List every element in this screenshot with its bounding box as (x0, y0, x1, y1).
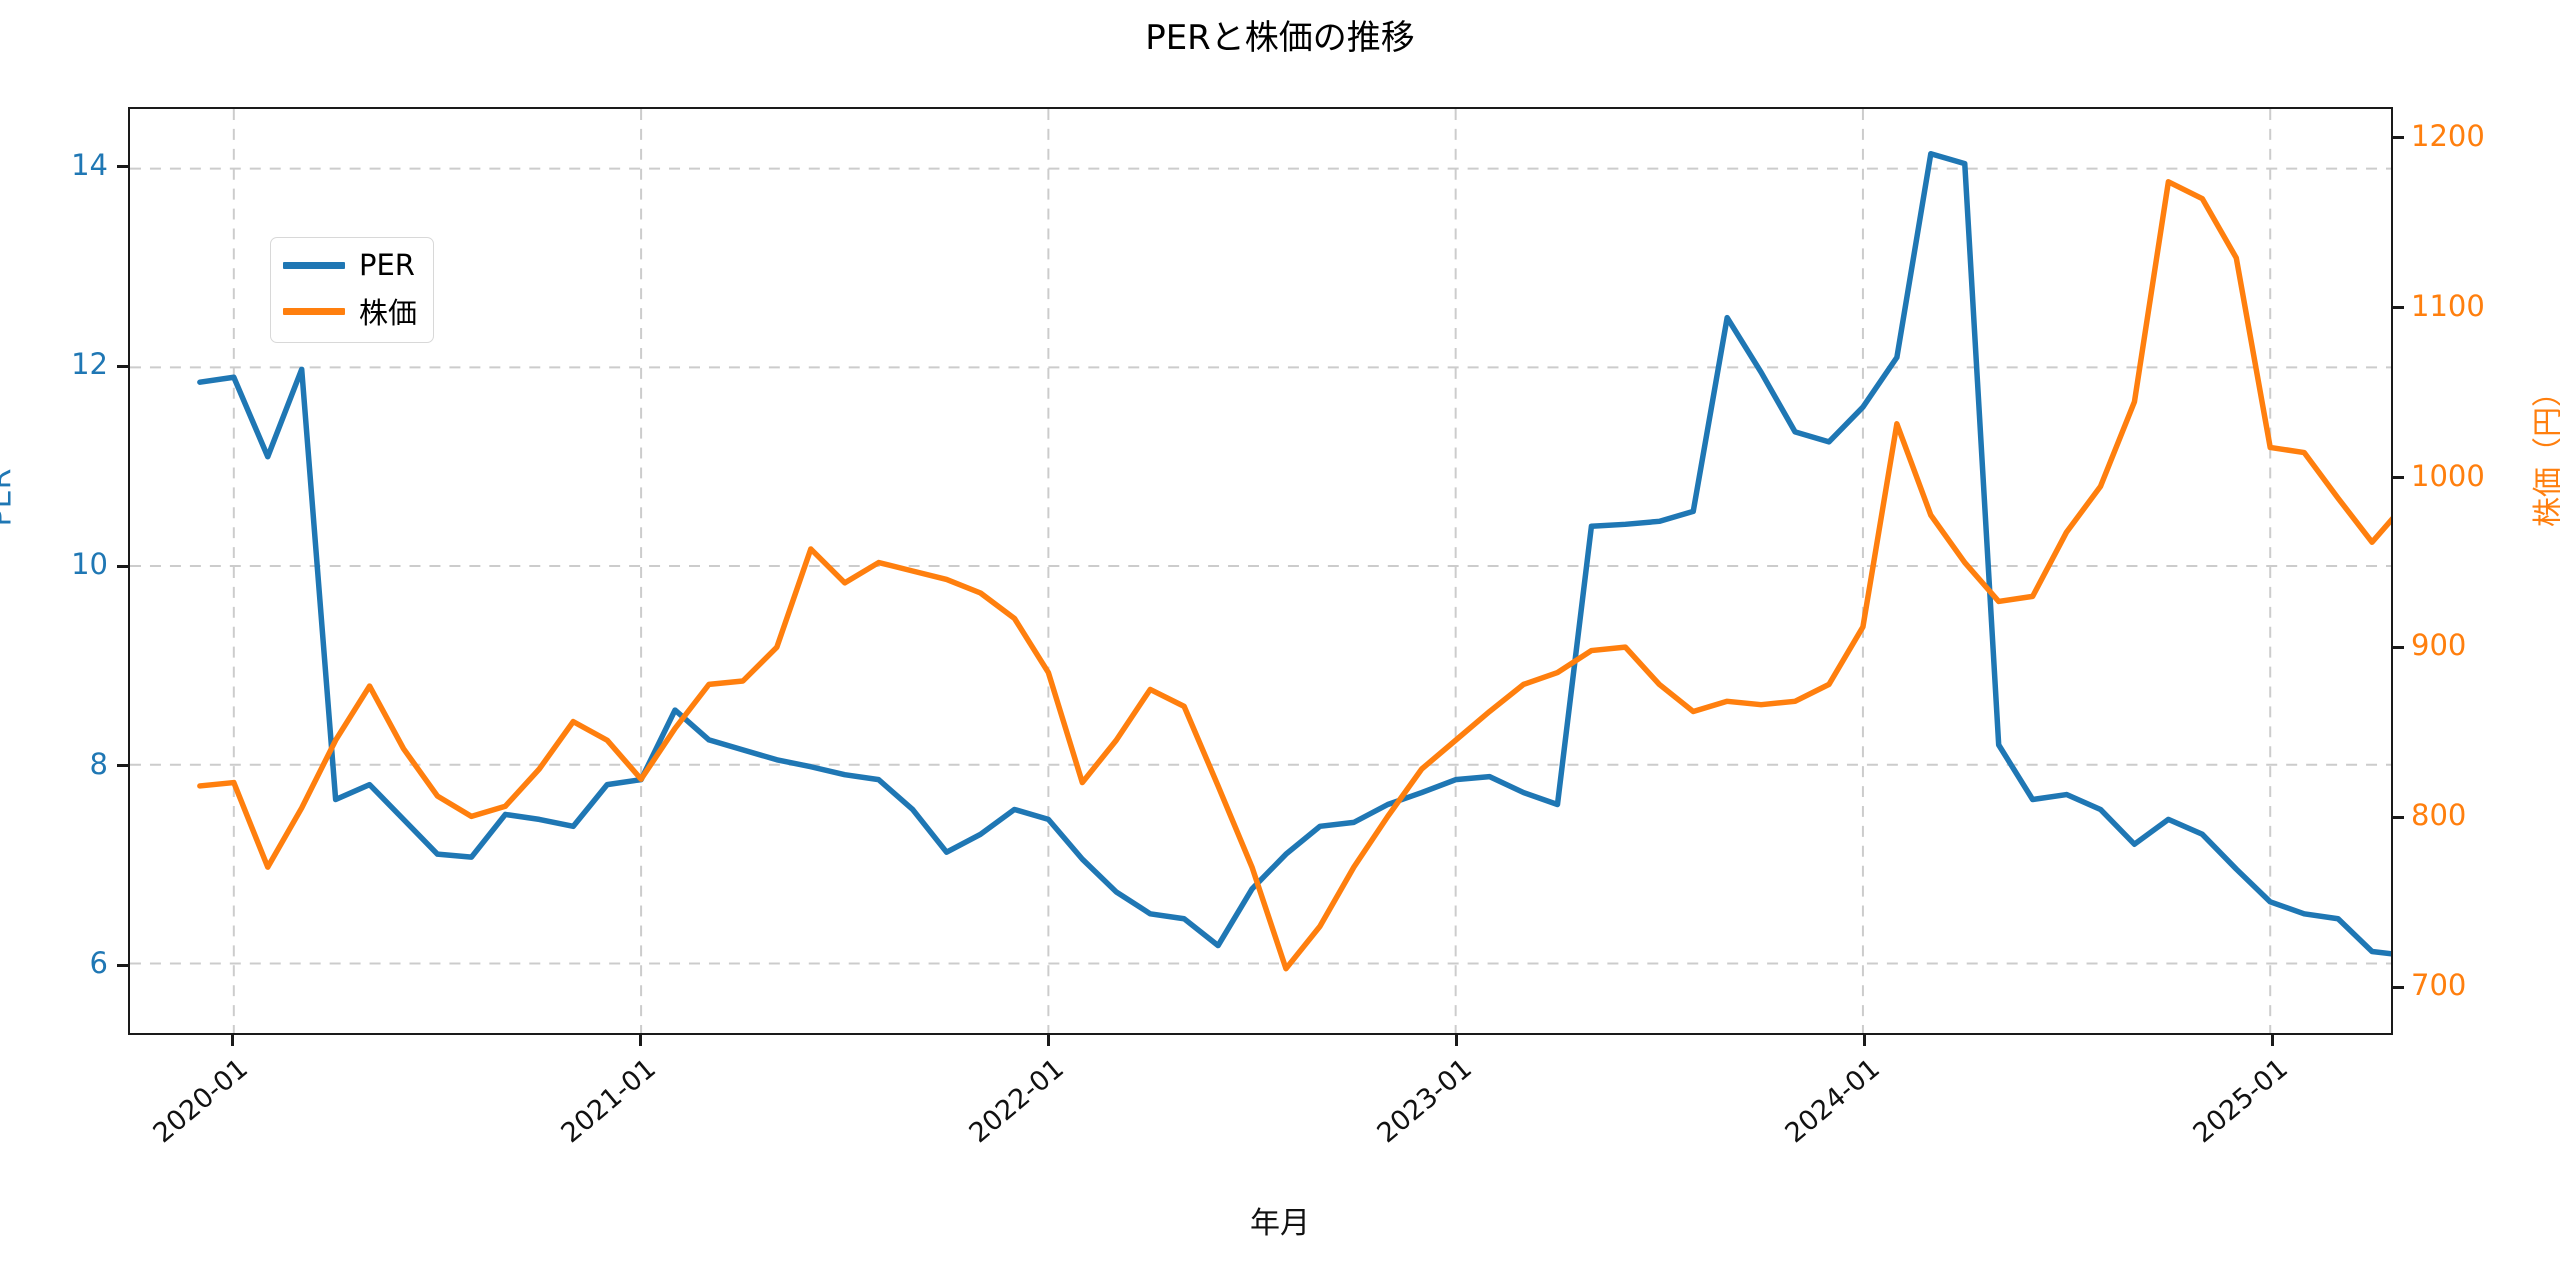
legend-color-swatch (283, 307, 345, 315)
axis-tick-mark (117, 963, 128, 967)
y-axis-right-tick-label: 1100 (2411, 288, 2485, 323)
x-axis-tick-label: 2024-01 (1779, 1053, 1886, 1150)
series-line-stock (197, 179, 2391, 972)
y-axis-right-tick-label: 900 (2411, 628, 2467, 663)
chart-legend[interactable]: PER 株価 (270, 237, 435, 343)
axis-tick-mark (117, 564, 128, 568)
x-axis-tick-label: 2021-01 (555, 1053, 662, 1150)
data-layer (197, 150, 2391, 972)
axis-tick-mark (230, 1035, 234, 1046)
axis-tick-mark (117, 165, 128, 169)
y-axis-right-tick-label: 700 (2411, 968, 2467, 1003)
y-axis-right-tick-label: 800 (2411, 798, 2467, 833)
axis-tick-mark (2393, 815, 2404, 819)
axis-tick-mark (2393, 476, 2404, 480)
axis-tick-mark (2393, 645, 2404, 649)
axis-tick-mark (2270, 1035, 2274, 1046)
y-axis-right-tick-label: 1200 (2411, 118, 2485, 153)
y-axis-left-tick-label: 8 (89, 746, 108, 781)
axis-tick-mark (117, 764, 128, 768)
x-axis-tick-label: 2022-01 (963, 1053, 1070, 1150)
legend-item-label: 株価 (359, 296, 418, 330)
series-line-per (197, 150, 2391, 957)
axis-tick-mark (1454, 1035, 1458, 1046)
y-axis-right-label: 株価（円） (2531, 377, 2560, 527)
x-axis-tick-label: 2025-01 (2187, 1053, 2294, 1150)
legend-item-label: PER (359, 248, 415, 282)
axis-tick-mark (1862, 1035, 1866, 1046)
y-axis-left-tick-label: 10 (71, 547, 108, 581)
y-axis-left-tick-label: 14 (71, 147, 108, 182)
y-axis-left-tick-label: 6 (89, 946, 108, 981)
axis-tick-mark (2393, 985, 2404, 989)
axis-tick-mark (2393, 306, 2404, 310)
axis-tick-mark (638, 1035, 642, 1046)
plot-area: PER 株価 (128, 107, 2393, 1035)
y-axis-right-tick-label: 1000 (2411, 458, 2485, 493)
axis-tick-mark (117, 364, 128, 368)
chart-title: PERと株価の推移 (1145, 18, 1415, 58)
axis-tick-mark (1046, 1035, 1050, 1046)
legend-color-swatch (283, 261, 345, 269)
x-axis-tick-label: 2023-01 (1371, 1053, 1478, 1150)
y-axis-left-tick-label: 12 (71, 347, 108, 382)
legend-item-stock[interactable]: 株価 (283, 290, 417, 332)
x-axis-label: 年月 (1250, 1206, 1310, 1241)
x-axis-tick-label: 2020-01 (147, 1053, 254, 1150)
axis-tick-mark (2393, 136, 2404, 140)
y-axis-left-label: PER (0, 468, 19, 527)
legend-item-per[interactable]: PER (283, 248, 417, 282)
